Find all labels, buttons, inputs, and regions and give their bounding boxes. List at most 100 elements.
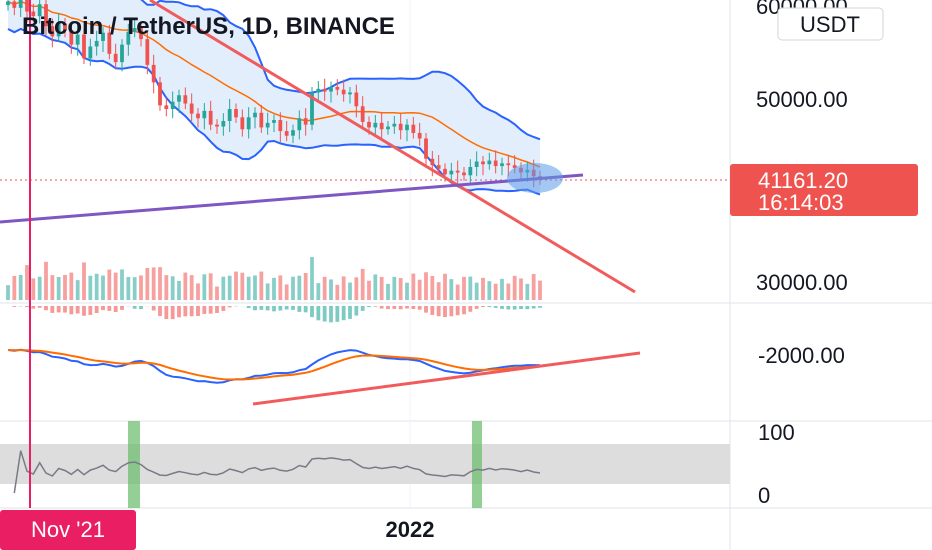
volume-bar [88, 275, 93, 300]
volume-bar [487, 281, 492, 300]
macd-histogram-bar [164, 306, 169, 320]
volume-bar [405, 282, 409, 300]
volume-bar [183, 272, 188, 300]
macd-trendline[interactable] [252, 351, 641, 406]
candle-body [196, 113, 200, 119]
volume-bar [297, 275, 302, 300]
macd-histogram-bar [215, 306, 219, 313]
volume-bar [360, 268, 365, 300]
rsi-highlight-1 [128, 421, 140, 508]
macd-histogram-bar [392, 306, 397, 309]
macd-histogram-bar [430, 306, 435, 315]
volume-bar [215, 286, 219, 300]
candle-body [272, 120, 276, 123]
volume-bar [341, 276, 346, 300]
candle-body [126, 31, 131, 45]
volume-bar [56, 277, 61, 300]
candle-body [234, 109, 238, 118]
candle-body [455, 170, 460, 173]
macd-histogram-bar [272, 306, 276, 312]
macd-histogram-bar [297, 306, 302, 312]
volume-bar [50, 275, 55, 300]
volume-bar [443, 273, 447, 300]
candle-body [177, 95, 181, 102]
macd-histogram-bar [265, 306, 270, 311]
volume-bar [316, 283, 321, 300]
candle-body [392, 123, 397, 127]
macd-histogram-bar [107, 306, 112, 311]
macd-histogram-bar [259, 306, 264, 310]
volume-bar [113, 272, 118, 300]
macd-histogram-bar [449, 306, 454, 317]
macd-histogram-bar [120, 306, 124, 310]
candle-body [341, 89, 346, 95]
highlight-circle[interactable] [507, 163, 563, 193]
macd-histogram-bar [474, 306, 479, 309]
candle-body [25, 0, 29, 12]
volume-bar [6, 285, 10, 300]
macd-histogram-bar [170, 306, 175, 320]
rsi-line [13, 450, 541, 494]
candle-body [227, 109, 232, 121]
candle-body [310, 92, 314, 125]
macd-histogram-bar [531, 306, 536, 309]
macd-histogram-bar [329, 306, 333, 323]
macd-histogram-bar [12, 306, 17, 307]
volume-bar [430, 276, 435, 300]
volume-bar [278, 275, 283, 300]
macd-histogram-bar [455, 306, 460, 316]
candle-body [107, 32, 112, 54]
volume-bar [25, 265, 29, 300]
macd-histogram-bar [512, 306, 517, 310]
candle-body [405, 124, 409, 131]
volume-bar [12, 276, 17, 300]
volume-bar [329, 279, 333, 300]
macd-histogram-bar [354, 306, 359, 316]
currency-button-label: USDT [800, 12, 860, 37]
macd-histogram-bar [25, 306, 29, 308]
downtrend-line[interactable] [149, 0, 636, 294]
volume-bar [120, 269, 124, 300]
macd-histogram-bar [386, 306, 390, 310]
volume-bar [151, 267, 156, 300]
candle-body [202, 110, 207, 119]
rsi-label-100: 100 [758, 420, 795, 445]
candle-body [335, 86, 340, 90]
macd-histogram-bar [82, 306, 86, 316]
candle-body [284, 131, 289, 136]
candle-body [151, 64, 156, 83]
currency-button[interactable] [777, 7, 884, 41]
candle-body [462, 172, 466, 176]
support-trendline[interactable] [0, 173, 584, 224]
volume-bar [246, 276, 251, 300]
volume-bar [101, 275, 105, 300]
candle-body [500, 163, 504, 167]
candle-body [379, 122, 384, 130]
volume-bar [462, 276, 466, 300]
candle-body [158, 82, 162, 106]
volume-bar [455, 284, 460, 300]
volume-bar [164, 275, 169, 300]
candle-body [348, 92, 352, 95]
candle-body [329, 86, 333, 92]
candle-body [164, 105, 169, 110]
candle-body [221, 121, 226, 127]
candle-body [291, 130, 295, 136]
time-label-2022: 2022 [386, 517, 435, 542]
macd-label: -2000.00 [758, 343, 845, 368]
date-tag-label: Nov '21 [31, 517, 105, 542]
price-label-50000: 50000.00 [756, 87, 848, 112]
macd-histogram-bar [44, 306, 48, 311]
volume-bar [379, 277, 384, 300]
macd-histogram-bar [151, 306, 156, 311]
macd-histogram-bar [132, 306, 137, 309]
candle-body [411, 124, 416, 133]
macd-histogram-bar [253, 306, 257, 311]
macd-histogram-bar [367, 306, 371, 308]
candle-body [113, 53, 118, 63]
candle-body [367, 121, 371, 128]
macd-histogram-bar [113, 306, 118, 313]
volume-bar [208, 273, 213, 300]
candle-body [430, 158, 435, 166]
